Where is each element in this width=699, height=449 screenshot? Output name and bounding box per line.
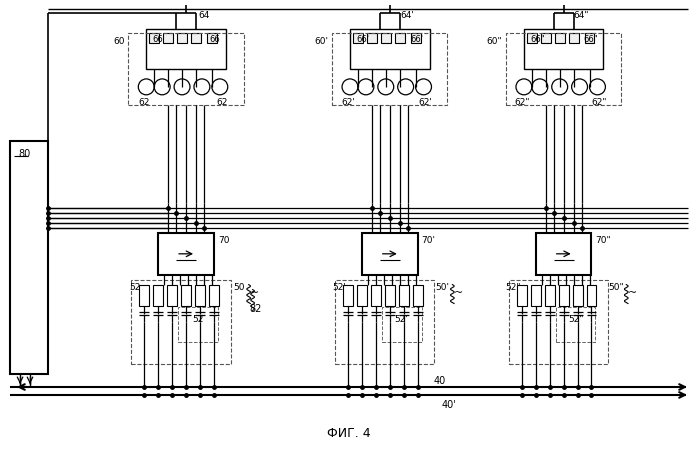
Text: 70: 70 (218, 236, 229, 246)
Bar (371, 285, 381, 307)
Bar (163, 33, 173, 43)
Text: 52": 52" (568, 315, 584, 324)
Bar (545, 285, 555, 307)
Bar (524, 29, 603, 69)
Text: 70': 70' (421, 236, 435, 246)
Text: 52: 52 (192, 315, 203, 324)
Text: 82: 82 (250, 304, 261, 314)
Bar (517, 285, 527, 307)
Bar (177, 33, 187, 43)
Bar (362, 233, 417, 275)
Bar (332, 33, 447, 105)
Bar (381, 33, 391, 43)
Bar (10, 141, 48, 374)
Text: 64': 64' (401, 11, 415, 20)
Text: 66: 66 (152, 35, 163, 44)
Bar (139, 285, 150, 307)
Bar (584, 33, 594, 43)
Bar (367, 33, 377, 43)
Bar (178, 308, 218, 342)
Bar (586, 285, 596, 307)
Bar (572, 285, 582, 307)
Text: 66": 66" (530, 35, 545, 44)
Bar (195, 285, 205, 307)
Bar (350, 29, 429, 69)
Text: 70": 70" (596, 236, 611, 246)
Bar (410, 33, 421, 43)
Text: 66": 66" (583, 35, 598, 44)
Bar (146, 29, 226, 69)
Text: 52": 52" (505, 283, 521, 292)
Bar (353, 33, 363, 43)
Text: 64: 64 (199, 11, 210, 20)
Text: 66': 66' (356, 35, 369, 44)
Text: 50': 50' (435, 283, 449, 292)
Bar (382, 308, 421, 342)
Bar (150, 33, 159, 43)
Text: 80: 80 (18, 150, 30, 159)
Text: 40': 40' (442, 400, 456, 410)
Bar (555, 33, 565, 43)
Bar (357, 285, 367, 307)
Bar (158, 233, 214, 275)
Text: ~: ~ (628, 287, 637, 298)
Bar (129, 33, 244, 105)
Text: 62': 62' (419, 98, 433, 107)
Bar (207, 33, 217, 43)
Bar (506, 33, 621, 105)
Bar (509, 280, 608, 364)
Text: 52': 52' (395, 315, 409, 324)
Bar (531, 285, 541, 307)
Bar (191, 33, 201, 43)
Text: 40: 40 (433, 376, 445, 386)
Text: 66: 66 (209, 35, 219, 44)
Text: 64": 64" (574, 11, 589, 20)
Text: 62": 62" (591, 98, 607, 107)
Bar (541, 33, 551, 43)
Bar (527, 33, 537, 43)
Bar (384, 285, 395, 307)
Bar (153, 285, 163, 307)
Text: 52: 52 (129, 283, 141, 292)
Bar (209, 285, 219, 307)
Text: 50: 50 (233, 283, 245, 292)
Bar (343, 285, 353, 307)
Bar (556, 308, 596, 342)
Text: 62: 62 (138, 98, 150, 107)
Bar (131, 280, 231, 364)
Text: ~: ~ (250, 287, 259, 298)
Bar (395, 33, 405, 43)
Bar (536, 233, 591, 275)
Text: 52': 52' (332, 283, 346, 292)
Text: 50": 50" (609, 283, 624, 292)
Text: 60: 60 (113, 37, 124, 46)
Bar (568, 33, 579, 43)
Text: 62": 62" (514, 98, 530, 107)
Text: 62': 62' (341, 98, 355, 107)
Bar (167, 285, 177, 307)
Text: ~: ~ (454, 287, 463, 298)
Text: 62: 62 (216, 98, 227, 107)
Text: ФИГ. 4: ФИГ. 4 (327, 427, 370, 440)
Bar (412, 285, 422, 307)
Text: 60': 60' (314, 37, 328, 46)
Bar (398, 285, 409, 307)
Bar (181, 285, 191, 307)
Text: 60": 60" (487, 37, 502, 46)
Bar (335, 280, 435, 364)
Text: 66': 66' (410, 35, 424, 44)
Bar (559, 285, 568, 307)
